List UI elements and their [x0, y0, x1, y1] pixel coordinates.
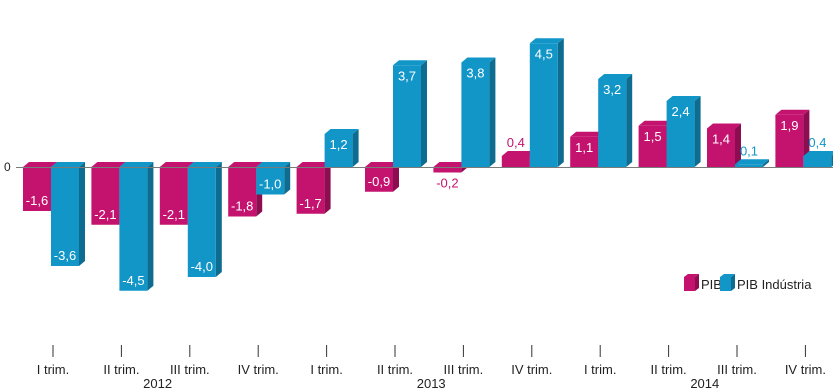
- bar-pib-4-label: -1,8: [231, 199, 253, 214]
- bar-pib-7-label: -0,2: [436, 176, 458, 191]
- category-label-12: IV trim.: [785, 362, 826, 377]
- zero-label: 0: [4, 160, 11, 174]
- bar-industria-2: [119, 162, 154, 291]
- bar-pib-8-label: 0,4: [507, 135, 525, 150]
- category-label-9: I trim.: [584, 362, 617, 377]
- bar-industria-10-label: 2,4: [672, 104, 690, 119]
- category-label-10: II trim.: [651, 362, 687, 377]
- bar-industria-8-label: 4,5: [535, 46, 553, 61]
- legend-item-pib: PIB: [684, 274, 722, 292]
- bar-industria-7-label: 3,8: [466, 66, 484, 81]
- year-label-2014: 2014: [690, 376, 719, 389]
- bar-industria-9: [598, 74, 633, 167]
- bar-industria-7: [461, 57, 496, 167]
- bars-layer: [23, 38, 833, 291]
- bar-pib-11: [707, 123, 741, 167]
- year-label-2012: 2012: [143, 376, 172, 389]
- bar-industria-5-label: 1,2: [330, 137, 348, 152]
- bar-industria-12: [803, 151, 833, 167]
- bar-industria-4: [256, 162, 291, 195]
- bar-industria-11: [735, 159, 769, 167]
- bar-industria-5: [324, 129, 359, 167]
- bar-industria-8: [529, 38, 564, 167]
- legend-item-pib-industria-text: PIB Indústria: [737, 277, 812, 292]
- bar-pib-3-label: -2,1: [163, 207, 185, 222]
- bar-pib-5: [296, 162, 331, 214]
- legend-item-pib-industria: PIB Indústria: [720, 274, 812, 292]
- year-label-2013: 2013: [417, 376, 446, 389]
- category-label-8: IV trim.: [511, 362, 552, 377]
- category-label-2: II trim.: [103, 362, 139, 377]
- bar-pib-9-label: 1,1: [575, 140, 593, 155]
- bar-industria-12-label: 0,4: [808, 135, 826, 150]
- bar-industria-3: [187, 162, 222, 277]
- category-label-5: I trim.: [310, 362, 343, 377]
- category-label-1: I trim.: [37, 362, 70, 377]
- bar-pib-6-label: -0,9: [368, 174, 390, 189]
- bar-industria-10: [666, 96, 701, 167]
- legend-item-pib-text: PIB: [701, 277, 722, 292]
- bar-industria-6-label: 3,7: [398, 68, 416, 83]
- bar-pib-5-label: -1,7: [299, 196, 321, 211]
- bar-industria-6: [393, 60, 427, 167]
- x-axis: 0 I trim. II trim. III trim. IV trim. I trim.…: [4, 160, 833, 389]
- category-label-3: III trim.: [170, 362, 210, 377]
- bar-industria-11-label: 0,1: [740, 143, 758, 158]
- legend: PIB PIB Indústria: [684, 274, 812, 292]
- data-labels-layer: -1,6 -3,6 -2,1 -4,5 -2,1 -4,0 -1,8 -1,0 -1,7 1,2 -…: [26, 46, 827, 288]
- bar-industria-1: [51, 162, 85, 266]
- bar-pib-2-label: -2,1: [94, 207, 116, 222]
- category-label-4: IV trim.: [238, 362, 279, 377]
- category-label-11: III trim.: [717, 362, 757, 377]
- bar-industria-3-label: -4,0: [191, 259, 213, 274]
- bar-pib-6: [365, 162, 399, 192]
- bar-pib-11-label: 1,4: [712, 132, 730, 147]
- category-label-6: II trim.: [377, 362, 413, 377]
- category-label-7: III trim.: [444, 362, 484, 377]
- bar-pib-12-label: 1,9: [780, 118, 798, 133]
- bar-industria-4-label: -1,0: [259, 177, 281, 192]
- bar-pib-10-label: 1,5: [644, 129, 662, 144]
- bar-industria-1-label: -3,6: [54, 248, 76, 263]
- bar-pib-1-label: -1,6: [26, 193, 48, 208]
- bar-industria-9-label: 3,2: [603, 82, 621, 97]
- bar-industria-2-label: -4,5: [122, 273, 144, 288]
